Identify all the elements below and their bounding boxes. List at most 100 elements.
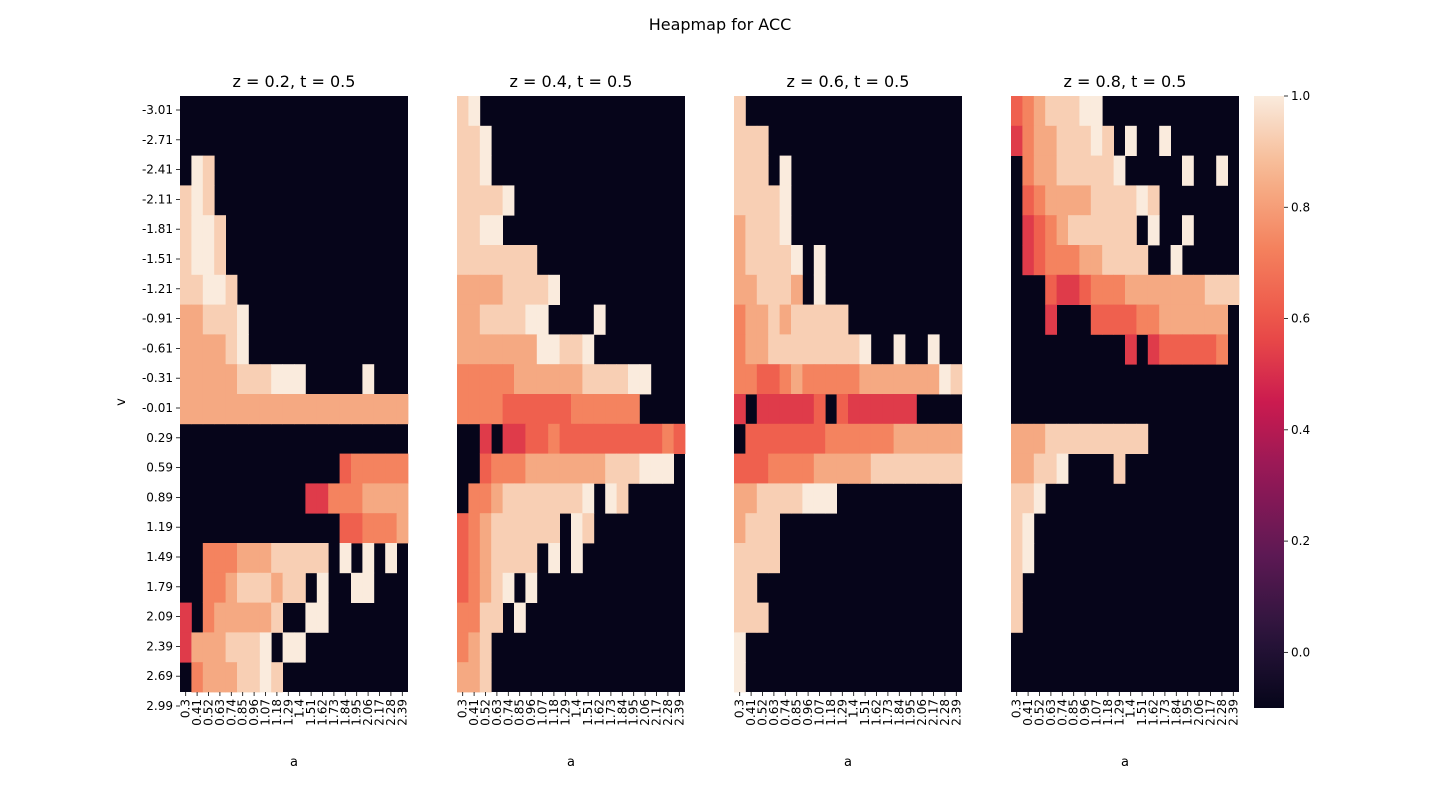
y-axis-label: v xyxy=(114,398,129,406)
heatmap-cell xyxy=(1056,125,1069,156)
x-tick-label: 1.73 xyxy=(604,699,618,726)
heatmap-cell xyxy=(525,364,538,395)
heatmap-cell xyxy=(628,394,640,425)
heatmap-cell xyxy=(1079,215,1092,246)
heatmap-cell xyxy=(225,632,238,663)
x-tick-label: 1.4 xyxy=(570,699,584,718)
heatmap-cell xyxy=(468,334,481,365)
x-tick-label: 1.62 xyxy=(870,699,884,726)
x-tick-label: 1.73 xyxy=(881,699,895,726)
heatmap-cell xyxy=(745,602,758,633)
heatmap-cell xyxy=(859,394,872,425)
heatmap-cell xyxy=(779,453,792,484)
heatmap-cell xyxy=(373,453,386,484)
heatmap-cell xyxy=(548,334,560,365)
x-tick-label: 1.07 xyxy=(259,699,273,726)
heatmap-cell xyxy=(191,632,204,663)
heatmap-cell xyxy=(248,602,261,633)
heatmap-cell xyxy=(1068,96,1080,127)
heatmap-cell xyxy=(756,274,769,305)
heatmap-cell xyxy=(768,453,780,484)
heatmap-cell xyxy=(870,364,883,395)
heatmap-cell xyxy=(396,453,409,484)
heatmap-cell xyxy=(457,96,469,127)
heatmap-cell xyxy=(457,274,469,305)
heatmap-cell xyxy=(502,453,515,484)
heatmap-cell xyxy=(802,304,815,335)
heatmap-cell xyxy=(502,513,515,544)
x-axis-label: a xyxy=(844,755,852,770)
heatmap-cell xyxy=(1090,304,1103,335)
heatmap-cell xyxy=(1045,185,1057,216)
heatmap-cell xyxy=(1090,96,1103,127)
x-tick-label: 1.07 xyxy=(536,699,550,726)
heatmap-cell xyxy=(1125,423,1137,454)
heatmap-cell xyxy=(202,215,215,246)
heatmap-cell xyxy=(1102,423,1114,454)
heatmap-cell xyxy=(339,394,352,425)
heatmap-cell xyxy=(825,304,837,335)
heatmap-cell xyxy=(745,483,758,514)
heatmap-cell xyxy=(571,423,583,454)
heatmap-cell xyxy=(248,394,261,425)
heatmap-cell xyxy=(1227,274,1240,305)
heatmap-cell xyxy=(237,334,249,365)
heatmap-cell xyxy=(882,453,894,484)
heatmap-cell xyxy=(1216,304,1228,335)
heatmap-cell xyxy=(1011,483,1023,514)
heatmap-cell xyxy=(259,364,272,395)
heatmap-cell xyxy=(939,423,951,454)
heatmap-cell xyxy=(1056,245,1069,276)
figure-suptitle: Heapmap for ACC xyxy=(649,15,792,34)
x-tick-label: 0.96 xyxy=(247,699,261,726)
x-tick-label: 1.95 xyxy=(904,699,918,726)
heatmap-cell xyxy=(734,543,746,574)
heatmap-cell xyxy=(525,513,538,544)
heatmap-cell xyxy=(848,453,860,484)
heatmap-cell xyxy=(202,334,215,365)
colorbar: 0.0 0.2 0.4 0.6 0.8 1.0 xyxy=(1254,89,1310,708)
panel-title: z = 0.2, t = 0.5 xyxy=(233,72,356,91)
heatmap-cell xyxy=(237,364,249,395)
panel-title: z = 0.4, t = 0.5 xyxy=(510,72,633,91)
heatmap-cell xyxy=(362,394,375,425)
heatmap-cell xyxy=(491,394,503,425)
heatmap-cell xyxy=(1011,125,1023,156)
heatmap-cell xyxy=(202,572,215,603)
heatmap-cell xyxy=(756,364,769,395)
heatmap-cell xyxy=(1147,274,1160,305)
heatmap-cell xyxy=(628,364,640,395)
heatmap-cell xyxy=(605,364,617,395)
heatmap-cell xyxy=(491,274,503,305)
heatmap-cell xyxy=(271,602,283,633)
heatmap-cell xyxy=(479,602,492,633)
heatmap-cell xyxy=(548,274,560,305)
heatmap-cell xyxy=(457,632,469,663)
heatmap-cell xyxy=(756,334,769,365)
heatmap-cell xyxy=(1079,185,1092,216)
heatmap-cell xyxy=(525,394,538,425)
heatmap-cell xyxy=(571,483,583,514)
heatmap-cell xyxy=(870,423,883,454)
heatmap-cell xyxy=(237,602,249,633)
heatmap-cell xyxy=(1022,155,1035,186)
heatmap-cell xyxy=(1045,125,1057,156)
heatmap-cell xyxy=(202,245,215,276)
x-tick-label: 1.84 xyxy=(1169,699,1183,726)
heatmap-cell xyxy=(536,483,549,514)
heatmap-cell xyxy=(734,662,746,693)
heatmap-cell xyxy=(916,423,929,454)
heatmap-cell xyxy=(1204,334,1217,365)
heatmap-cell xyxy=(673,423,686,454)
heatmap-cell xyxy=(339,483,352,514)
x-tick-label: 2.06 xyxy=(638,699,652,726)
heatmap-cell xyxy=(927,334,940,365)
heatmap-cell xyxy=(813,453,826,484)
x-tick-label: 2.39 xyxy=(949,699,963,726)
heatmap-cell xyxy=(1159,274,1171,305)
heatmap-panel-3: z = 0.6, t = 0.5 0.30.410.520.630.740.850… xyxy=(733,72,964,770)
heatmap-cell xyxy=(1045,453,1057,484)
heatmap-cell xyxy=(1033,185,1046,216)
heatmap-cell xyxy=(180,245,192,276)
heatmap-cell xyxy=(214,662,226,693)
